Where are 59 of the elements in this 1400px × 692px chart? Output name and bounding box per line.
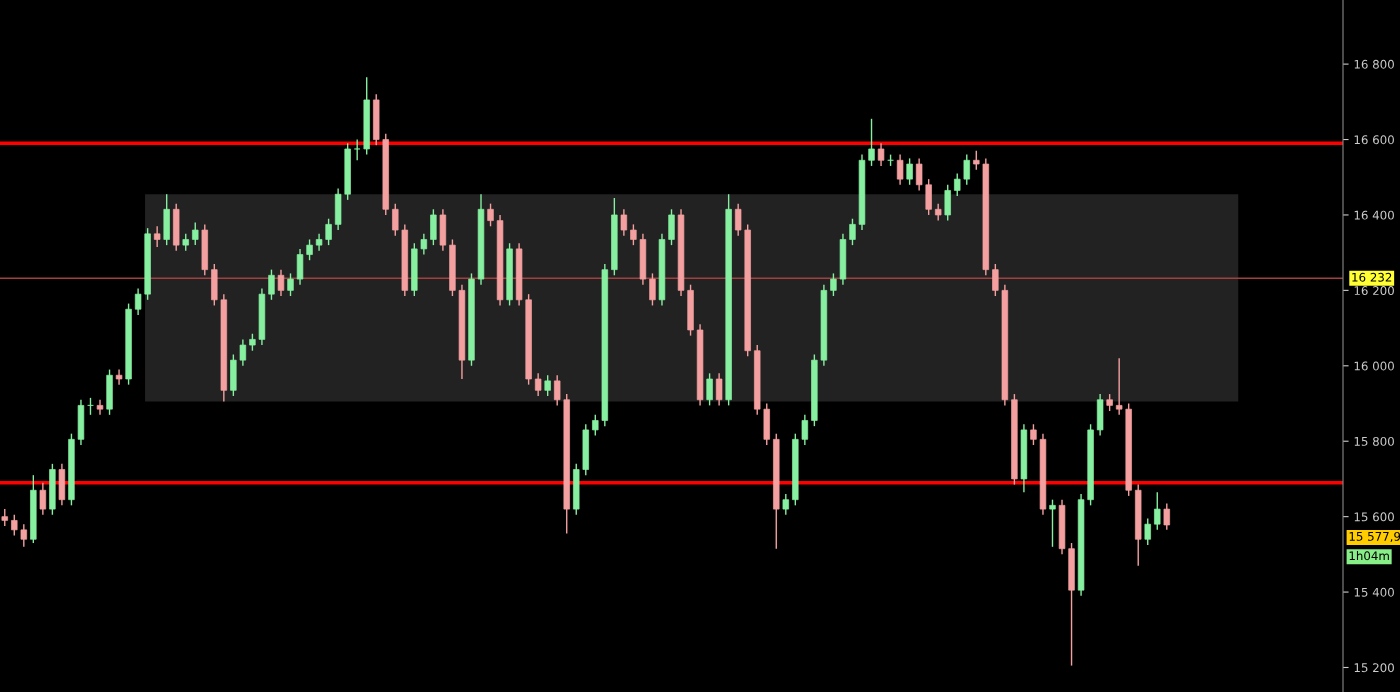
candlestick xyxy=(649,272,656,307)
candlestick xyxy=(715,372,723,407)
y-tick-label: 16 000 xyxy=(1354,361,1394,371)
candlestick xyxy=(153,225,161,248)
candlestick xyxy=(1154,491,1161,531)
candlestick xyxy=(192,221,199,246)
candlestick xyxy=(592,414,599,437)
candlestick xyxy=(325,218,332,246)
candlestick xyxy=(877,142,885,167)
candlestick xyxy=(801,414,809,446)
candlestick xyxy=(915,157,923,192)
candlestick xyxy=(849,218,856,246)
y-tick-label: 15 800 xyxy=(1354,436,1394,446)
candlestick xyxy=(1030,423,1037,446)
y-tick-label: 16 600 xyxy=(1354,135,1394,145)
candlestick xyxy=(963,153,970,186)
ref-line-label: 16 232 xyxy=(1352,272,1392,282)
candlestick xyxy=(534,372,542,397)
candlestick xyxy=(906,157,913,186)
candlestick xyxy=(392,202,399,237)
candlestick xyxy=(1144,517,1151,546)
y-tick-label: 15 600 xyxy=(1354,512,1394,522)
candlestick xyxy=(287,272,294,297)
candlestick xyxy=(115,368,123,386)
candlestick xyxy=(1163,502,1170,531)
candlestick xyxy=(706,372,713,407)
text: 15 577,9 xyxy=(1349,531,1400,543)
candlestick xyxy=(782,493,790,516)
candlestick xyxy=(630,223,637,246)
candlestick xyxy=(1115,357,1123,416)
candlestick xyxy=(954,172,961,197)
candlestick xyxy=(553,374,561,407)
candlestick xyxy=(39,482,47,516)
y-tick-label: 16 400 xyxy=(1354,210,1394,220)
candlestick xyxy=(11,514,18,537)
candlestick xyxy=(268,268,275,301)
candlestick xyxy=(277,268,285,297)
text: 1h04m xyxy=(1349,551,1389,561)
candlestick xyxy=(620,208,628,237)
candlestick xyxy=(20,523,28,548)
candlestick xyxy=(306,238,313,261)
y-tick-label: 16 800 xyxy=(1354,59,1394,69)
y-tick-label: 15 200 xyxy=(1354,663,1394,673)
candlestick xyxy=(487,202,494,227)
candlestick xyxy=(992,263,999,297)
candlestick xyxy=(239,338,247,367)
candlestick xyxy=(734,202,742,237)
candlestick xyxy=(896,153,904,186)
candlestick xyxy=(353,138,361,161)
y-tick-label: 16 200 xyxy=(1354,286,1394,296)
candlestick xyxy=(973,150,980,171)
candlestick xyxy=(420,233,428,256)
y-tick-label: 15 400 xyxy=(1354,587,1394,597)
candlestick xyxy=(1049,498,1056,548)
candlestick xyxy=(134,287,142,316)
candlestick xyxy=(544,374,551,397)
candlestick xyxy=(96,399,104,416)
candlestick xyxy=(830,272,837,297)
candlestick xyxy=(868,118,875,167)
